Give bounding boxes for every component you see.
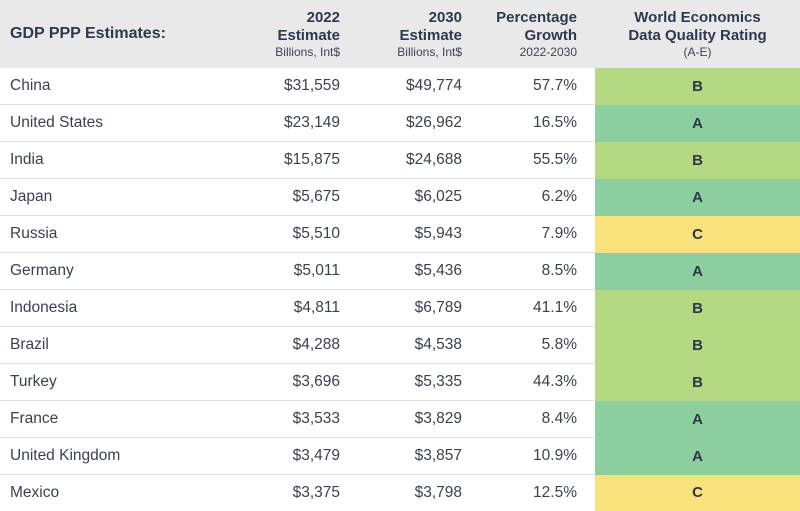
table-header: GDP PPP Estimates: 2022 Estimate Billion… [0, 0, 800, 68]
estimate-2022-cell: $3,696 [180, 364, 340, 401]
estimate-2022-cell: $23,149 [180, 105, 340, 142]
estimate-2030-cell: $49,774 [340, 68, 462, 105]
estimate-2022-cell: $5,675 [180, 179, 340, 216]
rating-badge-cell: B [595, 364, 800, 401]
rating-badge-cell: A [595, 401, 800, 438]
country-cell: Russia [0, 216, 180, 253]
table-row: India $15,875 $24,688 55.5% B [0, 142, 800, 179]
table-row: Turkey $3,696 $5,335 44.3% B [0, 364, 800, 401]
estimate-2030-cell: $5,436 [340, 253, 462, 290]
percentage-growth-cell: 7.9% [462, 216, 595, 253]
estimate-2030-cell: $26,962 [340, 105, 462, 142]
table-row: Russia $5,510 $5,943 7.9% C [0, 216, 800, 253]
country-cell: India [0, 142, 180, 179]
percentage-growth-cell: 6.2% [462, 179, 595, 216]
estimate-2022-cell: $4,811 [180, 290, 340, 327]
rating-badge-cell: A [595, 438, 800, 475]
column-growth-subtitle: 2022-2030 [462, 45, 595, 60]
table-body: China $31,559 $49,774 57.7% B United Sta… [0, 68, 800, 511]
column-header-2022-estimate: 2022 Estimate Billions, Int$ [180, 0, 340, 68]
table-row: Japan $5,675 $6,025 6.2% A [0, 179, 800, 216]
table-row: Mexico $3,375 $3,798 12.5% C [0, 475, 800, 511]
column-2030-line1: 2030 [340, 9, 462, 27]
country-cell: United Kingdom [0, 438, 180, 475]
estimate-2030-cell: $3,857 [340, 438, 462, 475]
estimate-2030-cell: $3,829 [340, 401, 462, 438]
rating-badge-cell: B [595, 142, 800, 179]
rating-badge-cell: A [595, 179, 800, 216]
country-cell: China [0, 68, 180, 105]
column-rating-subtitle: (A-E) [595, 45, 800, 60]
rating-badge-cell: B [595, 327, 800, 364]
country-cell: Germany [0, 253, 180, 290]
percentage-growth-cell: 10.9% [462, 438, 595, 475]
estimate-2030-cell: $5,335 [340, 364, 462, 401]
estimate-2030-cell: $6,025 [340, 179, 462, 216]
percentage-growth-cell: 44.3% [462, 364, 595, 401]
estimate-2022-cell: $3,479 [180, 438, 340, 475]
country-cell: Brazil [0, 327, 180, 364]
percentage-growth-cell: 57.7% [462, 68, 595, 105]
country-cell: Turkey [0, 364, 180, 401]
estimate-2022-cell: $5,510 [180, 216, 340, 253]
table-row: China $31,559 $49,774 57.7% B [0, 68, 800, 105]
column-header-percentage-growth: Percentage Growth 2022-2030 [462, 0, 595, 68]
table-row: Brazil $4,288 $4,538 5.8% B [0, 327, 800, 364]
column-growth-line1: Percentage [462, 9, 595, 27]
country-cell: Japan [0, 179, 180, 216]
table-row: United Kingdom $3,479 $3,857 10.9% A [0, 438, 800, 475]
column-2022-subtitle: Billions, Int$ [180, 45, 340, 60]
percentage-growth-cell: 8.5% [462, 253, 595, 290]
percentage-growth-cell: 16.5% [462, 105, 595, 142]
percentage-growth-cell: 12.5% [462, 475, 595, 511]
country-cell: France [0, 401, 180, 438]
estimate-2030-cell: $24,688 [340, 142, 462, 179]
country-cell: United States [0, 105, 180, 142]
column-growth-line2: Growth [462, 27, 595, 45]
rating-badge-cell: B [595, 68, 800, 105]
estimate-2022-cell: $5,011 [180, 253, 340, 290]
column-2030-subtitle: Billions, Int$ [340, 45, 462, 60]
column-rating-line2: Data Quality Rating [595, 27, 800, 45]
table-row: Germany $5,011 $5,436 8.5% A [0, 253, 800, 290]
percentage-growth-cell: 41.1% [462, 290, 595, 327]
rating-badge-cell: C [595, 475, 800, 511]
column-rating-line1: World Economics [595, 9, 800, 27]
table-row: France $3,533 $3,829 8.4% A [0, 401, 800, 438]
estimate-2030-cell: $6,789 [340, 290, 462, 327]
estimate-2022-cell: $4,288 [180, 327, 340, 364]
estimate-2030-cell: $5,943 [340, 216, 462, 253]
rating-badge-cell: B [595, 290, 800, 327]
column-2022-line2: Estimate [180, 27, 340, 45]
estimate-2030-cell: $4,538 [340, 327, 462, 364]
percentage-growth-cell: 55.5% [462, 142, 595, 179]
column-2030-line2: Estimate [340, 27, 462, 45]
table-row: Indonesia $4,811 $6,789 41.1% B [0, 290, 800, 327]
estimate-2022-cell: $31,559 [180, 68, 340, 105]
rating-badge-cell: A [595, 105, 800, 142]
country-cell: Mexico [0, 475, 180, 511]
estimate-2022-cell: $3,375 [180, 475, 340, 511]
estimate-2022-cell: $15,875 [180, 142, 340, 179]
estimate-2030-cell: $3,798 [340, 475, 462, 511]
table-title: GDP PPP Estimates: [0, 0, 180, 68]
percentage-growth-cell: 5.8% [462, 327, 595, 364]
column-header-2030-estimate: 2030 Estimate Billions, Int$ [340, 0, 462, 68]
rating-badge-cell: C [595, 216, 800, 253]
column-2022-line1: 2022 [180, 9, 340, 27]
table-row: United States $23,149 $26,962 16.5% A [0, 105, 800, 142]
estimate-2022-cell: $3,533 [180, 401, 340, 438]
percentage-growth-cell: 8.4% [462, 401, 595, 438]
country-cell: Indonesia [0, 290, 180, 327]
column-header-data-quality-rating: World Economics Data Quality Rating (A-E… [595, 0, 800, 68]
rating-badge-cell: A [595, 253, 800, 290]
